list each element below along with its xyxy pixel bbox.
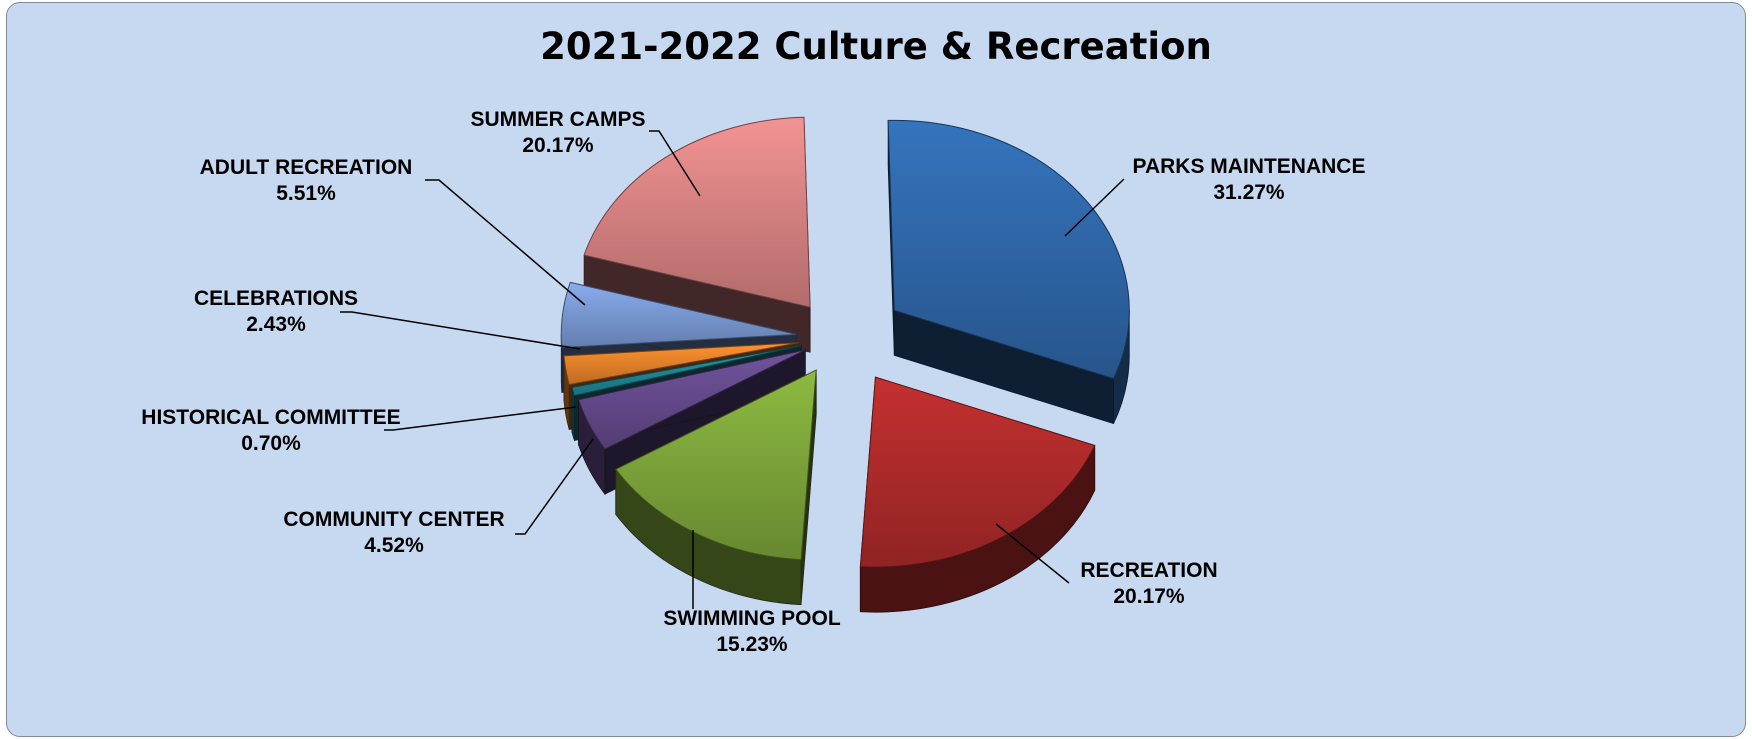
slice-percent-recreation: 20.17%: [1113, 585, 1185, 608]
leader-line-summer-camps: [649, 130, 701, 197]
slice-label-adult-recreation: ADULT RECREATION: [200, 156, 413, 179]
pie-slice-parks-maintenance: [887, 119, 1130, 425]
chart-area: 2021-2022 Culture & Recreation PARKS MAI…: [6, 2, 1746, 737]
slice-label-summer-camps: SUMMER CAMPS: [470, 108, 645, 131]
leader-line-historical-committee: [384, 406, 577, 431]
chart-title: 2021-2022 Culture & Recreation: [540, 25, 1212, 68]
slice-label-parks-maintenance: PARKS MAINTENANCE: [1133, 155, 1366, 178]
pie-slice-swimming-pool: [615, 369, 817, 606]
leader-line-adult-recreation: [425, 179, 586, 306]
slice-percent-historical-committee: 0.70%: [241, 432, 301, 455]
leader-line-celebrations: [340, 311, 581, 350]
slice-percent-parks-maintenance: 31.27%: [1213, 181, 1285, 204]
pie-slice-recreation: [859, 376, 1096, 613]
slice-label-historical-committee: HISTORICAL COMMITTEE: [141, 406, 400, 429]
slice-percent-adult-recreation: 5.51%: [276, 182, 336, 205]
leader-line-community-center: [515, 438, 594, 535]
slice-label-swimming-pool: SWIMMING POOL: [663, 607, 840, 630]
leader-line-parks-maintenance: [1064, 178, 1125, 237]
leader-line-recreation: [995, 523, 1070, 584]
slice-percent-community-center: 4.52%: [364, 534, 424, 557]
slice-percent-swimming-pool: 15.23%: [716, 633, 788, 656]
slice-label-recreation: RECREATION: [1080, 559, 1217, 582]
slice-label-celebrations: CELEBRATIONS: [194, 287, 358, 310]
pie-chart: PARKS MAINTENANCE 31.27% RECREATION 20.17% S…: [141, 108, 1366, 656]
slice-label-community-center: COMMUNITY CENTER: [283, 508, 504, 531]
slice-percent-summer-camps: 20.17%: [522, 134, 594, 157]
slice-percent-celebrations: 2.43%: [246, 313, 306, 336]
